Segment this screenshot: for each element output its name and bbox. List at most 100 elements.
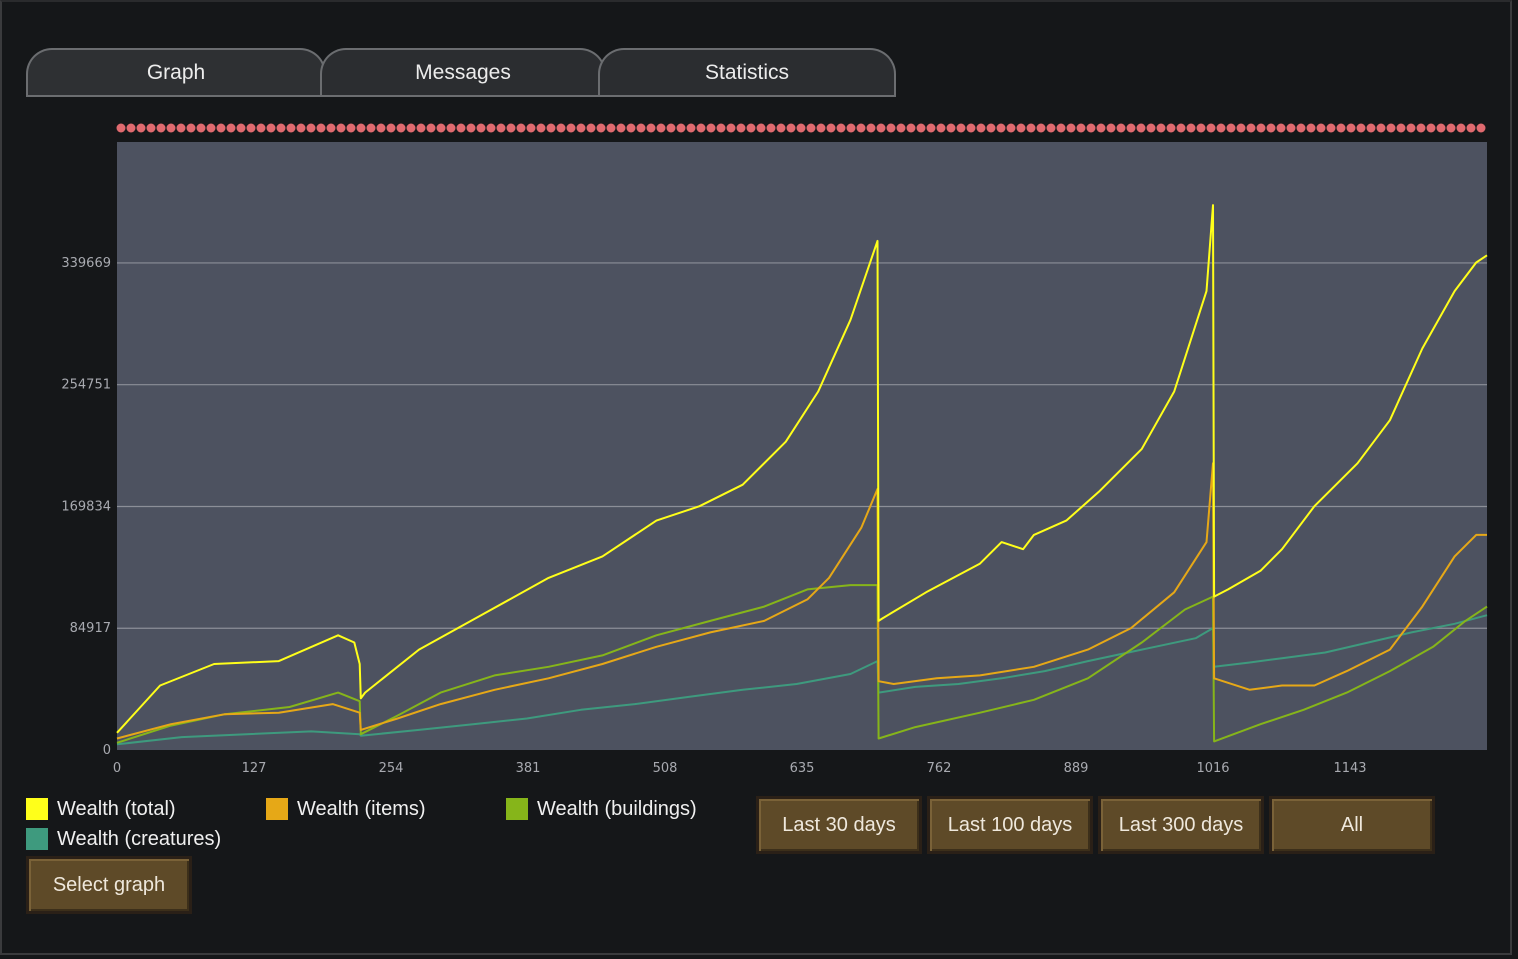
event-marker (116, 123, 126, 133)
event-marker (496, 123, 506, 133)
event-marker (1196, 123, 1206, 133)
event-marker (356, 123, 366, 133)
event-marker (556, 123, 566, 133)
chart-legend: Wealth (total) Wealth (items) Wealth (bu… (26, 796, 746, 866)
gridlines (117, 262, 1487, 629)
event-marker (546, 123, 556, 133)
event-marker (1206, 123, 1216, 133)
event-marker (1146, 123, 1156, 133)
x-tick-label: 1016 (1196, 761, 1229, 776)
event-marker (956, 123, 966, 133)
event-markers (116, 123, 1486, 133)
tab-statistics[interactable]: Statistics (598, 48, 896, 96)
event-marker (1386, 123, 1396, 133)
last-30-days-button[interactable]: Last 30 days (756, 796, 922, 854)
wealth-chart: 0 127 254 381 508 635 762 889 1016 1143 0 84917 169… (61, 123, 1488, 776)
event-marker (1346, 123, 1356, 133)
series-line-wealth-items (116, 462, 1487, 740)
legend-label: Wealth (items) (297, 797, 426, 820)
x-tick-label: 254 (379, 761, 404, 776)
event-marker (516, 123, 526, 133)
x-tick-label: 127 (242, 761, 267, 776)
event-marker (596, 123, 606, 133)
event-marker (666, 123, 676, 133)
event-marker (776, 123, 786, 133)
event-marker (636, 123, 646, 133)
event-marker (256, 123, 266, 133)
event-marker (456, 123, 466, 133)
event-marker (816, 123, 826, 133)
event-marker (446, 123, 456, 133)
last-300-days-button[interactable]: Last 300 days (1098, 796, 1264, 854)
event-marker (1436, 123, 1446, 133)
x-tick-label: 635 (790, 761, 815, 776)
tab-underline (26, 95, 896, 97)
event-marker (796, 123, 806, 133)
event-marker (466, 123, 476, 133)
series-line-wealth-total (116, 204, 1488, 734)
event-marker (1176, 123, 1186, 133)
event-marker (136, 123, 146, 133)
event-marker (216, 123, 226, 133)
x-tick-label: 508 (653, 761, 678, 776)
event-marker (746, 123, 756, 133)
y-tick-labels: 0 84917 169834 254751 339669 (61, 256, 111, 758)
plot-background (117, 142, 1487, 750)
event-marker (576, 123, 586, 133)
legend-swatch (26, 828, 48, 850)
event-marker (926, 123, 936, 133)
event-marker (766, 123, 776, 133)
event-marker (936, 123, 946, 133)
legend-label: Wealth (buildings) (537, 797, 697, 820)
event-marker (616, 123, 626, 133)
x-tick-label: 0 (113, 761, 121, 776)
event-marker (946, 123, 956, 133)
event-marker (806, 123, 816, 133)
x-tick-label: 762 (927, 761, 952, 776)
event-marker (1316, 123, 1326, 133)
event-marker (476, 123, 486, 133)
last-100-days-button[interactable]: Last 100 days (927, 796, 1093, 854)
event-marker (846, 123, 856, 133)
event-marker (1086, 123, 1096, 133)
event-marker (246, 123, 256, 133)
event-marker (1026, 123, 1036, 133)
event-marker (416, 123, 426, 133)
event-marker (346, 123, 356, 133)
event-marker (326, 123, 336, 133)
event-marker (336, 123, 346, 133)
event-marker (236, 123, 246, 133)
event-marker (406, 123, 416, 133)
event-marker (1106, 123, 1116, 133)
event-marker (1266, 123, 1276, 133)
event-marker (1286, 123, 1296, 133)
event-marker (1296, 123, 1306, 133)
tab-messages[interactable]: Messages (320, 48, 606, 96)
event-marker (166, 123, 176, 133)
event-marker (196, 123, 206, 133)
legend-item-wealth-creatures: Wealth (creatures) (26, 826, 221, 852)
all-button[interactable]: All (1269, 796, 1435, 854)
event-marker (1426, 123, 1436, 133)
event-marker (976, 123, 986, 133)
select-graph-button[interactable]: Select graph (26, 856, 192, 914)
tab-graph[interactable]: Graph (26, 48, 326, 96)
event-marker (1046, 123, 1056, 133)
event-marker (206, 123, 216, 133)
event-marker (786, 123, 796, 133)
event-marker (1166, 123, 1176, 133)
event-marker (146, 123, 156, 133)
event-marker (276, 123, 286, 133)
event-marker (486, 123, 496, 133)
y-tick-label: 169834 (61, 499, 111, 514)
event-marker (426, 123, 436, 133)
event-marker (1456, 123, 1466, 133)
event-marker (646, 123, 656, 133)
event-marker (1306, 123, 1316, 133)
event-marker (726, 123, 736, 133)
event-marker (1246, 123, 1256, 133)
event-marker (1336, 123, 1346, 133)
event-marker (756, 123, 766, 133)
y-tick-label: 339669 (61, 256, 111, 271)
event-marker (896, 123, 906, 133)
